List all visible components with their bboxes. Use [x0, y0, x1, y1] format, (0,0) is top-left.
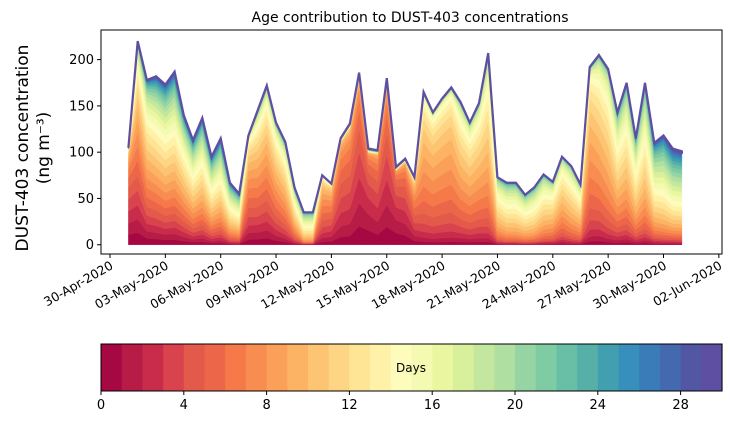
colorbar-frame	[100, 343, 723, 392]
y-tick-label: 0	[86, 238, 94, 253]
colorbar-band-24	[597, 344, 620, 391]
colorbar-band-20	[515, 344, 537, 391]
y-axis-label-line1: DUST-403 concentration	[13, 45, 33, 252]
colorbar-band-16	[432, 344, 454, 391]
colorbar-band-13	[370, 344, 392, 391]
colorbar-tick-label: 8	[262, 398, 270, 413]
colorbar-band-5	[204, 344, 226, 391]
colorbar-band-11	[328, 344, 350, 391]
colorbar-band-12	[349, 344, 371, 391]
colorbar-band-8	[266, 344, 288, 391]
y-axis-label: DUST-403 concentration (ng m⁻³)	[13, 45, 54, 252]
y-axis-ticks: 0 50 100 150 200	[69, 53, 101, 253]
colorbar-band-10	[308, 344, 330, 391]
colorbar-band-18	[473, 344, 495, 391]
chart-title: Age contribution to DUST-403 concentrati…	[252, 10, 569, 26]
colorbar-band-15	[411, 344, 433, 391]
colorbar-tick-label: 16	[424, 398, 441, 413]
colorbar-band-25	[618, 344, 640, 391]
plot-frame	[100, 29, 723, 255]
colorbar-band-7	[245, 344, 268, 391]
colorbar-band-1	[121, 344, 143, 391]
colorbar-band-3	[163, 344, 185, 391]
colorbar-band-19	[494, 344, 516, 391]
colorbar-band-22	[556, 344, 578, 391]
colorbar-tick-label: 4	[180, 398, 188, 413]
colorbar: 0 4 8 12 16 20 24 28	[97, 343, 723, 413]
colorbar-tick-label: 0	[97, 398, 105, 413]
colorbar-label: Days	[396, 361, 426, 375]
colorbar-band-29	[701, 344, 723, 391]
colorbar-band-28	[680, 344, 702, 391]
colorbar-band-27	[659, 344, 682, 391]
y-tick-label: 150	[69, 99, 94, 114]
colorbar-tick-label: 12	[341, 398, 358, 413]
colorbar-band-14	[390, 344, 413, 391]
colorbar-band-26	[639, 344, 661, 391]
colorbar-band-9	[287, 344, 309, 391]
colorbar-tick-label: 20	[507, 398, 524, 413]
colorbar-band-0	[101, 344, 123, 391]
colorbar-tick-label: 28	[672, 398, 689, 413]
y-tick-label: 100	[69, 146, 94, 161]
x-axis-ticks: 30-Apr-202003-May-202006-May-202009-May-…	[41, 254, 724, 312]
colorbar-band-23	[577, 344, 599, 391]
y-axis-label-line2: (ng m⁻³)	[34, 112, 54, 185]
colorbar-band-17	[452, 344, 475, 391]
stacked-areas	[127, 40, 683, 245]
colorbar-band-6	[225, 344, 247, 391]
colorbar-band-4	[183, 344, 206, 391]
y-tick-label: 200	[69, 53, 94, 68]
colorbar-band-21	[535, 344, 557, 391]
colorbar-band-2	[142, 344, 164, 391]
colorbar-tick-label: 24	[590, 398, 607, 413]
y-tick-label: 50	[77, 192, 94, 207]
area-age-29	[127, 40, 683, 214]
